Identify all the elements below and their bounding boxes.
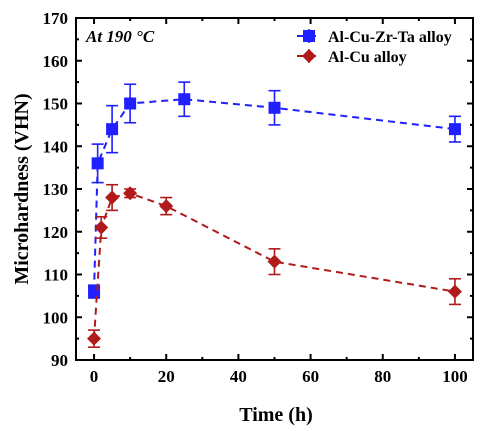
data-point-diamond <box>105 190 120 205</box>
legend: Al-Cu-Zr-Ta alloy Al-Cu alloy <box>297 29 452 66</box>
x-tick-label: 0 <box>90 367 99 386</box>
legend-marker-diamond-icon <box>302 49 316 63</box>
legend-item-zr-ta: Al-Cu-Zr-Ta alloy <box>297 29 452 46</box>
temperature-annotation: At 190 °C <box>85 27 155 46</box>
legend-label-al-cu: Al-Cu alloy <box>328 49 407 66</box>
x-tick-label: 80 <box>374 367 391 386</box>
y-tick-label: 90 <box>51 351 68 370</box>
legend-item-al-cu: Al-Cu alloy <box>297 49 407 66</box>
x-tick-label: 100 <box>442 367 468 386</box>
data-point-square <box>91 157 104 170</box>
y-tick-label: 120 <box>43 223 69 242</box>
data-point-square <box>124 97 137 110</box>
legend-marker-square-icon <box>303 30 315 42</box>
data-point-square <box>178 93 191 106</box>
data-point-diamond <box>267 254 282 269</box>
data-point-diamond <box>123 186 138 201</box>
y-tick-label: 100 <box>43 308 69 327</box>
data-point-diamond <box>87 331 102 346</box>
series-al-cu <box>87 183 462 348</box>
series-zr-ta <box>88 81 461 299</box>
y-tick-label: 130 <box>43 180 69 199</box>
y-tick-label: 140 <box>43 137 69 156</box>
data-point-square <box>106 123 119 136</box>
data-point-diamond <box>159 199 174 214</box>
x-tick-label: 40 <box>230 367 247 386</box>
y-tick-label: 170 <box>43 9 69 28</box>
data-point-diamond <box>447 284 462 299</box>
data-point-square <box>448 123 461 136</box>
data-point-diamond <box>94 220 109 235</box>
y-tick-label: 150 <box>43 95 69 114</box>
legend-label-zr-ta: Al-Cu-Zr-Ta alloy <box>328 29 452 46</box>
axes-layer: 0 20 40 60 80 100 90 100 110 120 130 140 150 160 170 <box>43 9 474 386</box>
y-axis-title: Microhardness (VHN) <box>11 93 33 284</box>
x-tick-label: 60 <box>302 367 319 386</box>
x-axis-title: Time (h) <box>239 404 313 426</box>
series-layer <box>87 81 462 348</box>
y-tick-label: 160 <box>43 52 69 71</box>
data-point-square <box>268 101 281 114</box>
y-tick-label: 110 <box>43 266 68 285</box>
x-tick-label: 20 <box>158 367 175 386</box>
